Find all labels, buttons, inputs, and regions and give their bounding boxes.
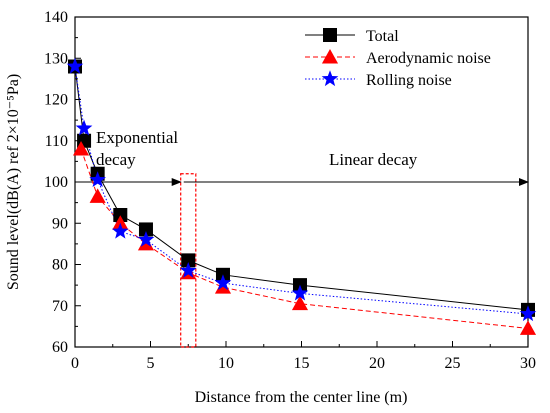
annotations: Exponential decay Linear decay: [75, 128, 529, 348]
legend-label-total: Total: [366, 28, 399, 45]
y-tick-label: 60: [52, 339, 68, 356]
y-tick-label: 120: [44, 92, 68, 109]
x-tick-label: 15: [294, 355, 310, 372]
point-rolling-noise: [519, 305, 537, 322]
x-tick-label: 10: [218, 355, 234, 372]
y-tick-label: 140: [44, 9, 68, 26]
point-rolling-noise: [111, 222, 129, 239]
series-line-total: [74, 66, 529, 311]
x-axis-label: Distance from the center line (m): [195, 389, 408, 406]
x-tick-label: 25: [445, 355, 461, 372]
point-aerodynamic-noise: [519, 320, 537, 335]
point-rolling-noise: [66, 57, 84, 74]
legend-marker-aerodynamic-noise: [321, 48, 339, 64]
point-rolling-noise: [89, 171, 106, 188]
series-markers: [66, 57, 537, 335]
x-tick-label: 0: [71, 355, 79, 372]
point-rolling-noise: [291, 284, 309, 301]
legend-marker-rolling-noise: [321, 70, 339, 87]
legend-label-rolling-noise: Rolling noise: [366, 72, 452, 89]
legend: Total Aerodynamic noise Rolling noise: [305, 28, 491, 89]
y-tick-label: 130: [44, 50, 68, 67]
point-rolling-noise: [137, 231, 155, 247]
boundary-box: [180, 173, 197, 348]
x-tick-label: 20: [369, 355, 385, 372]
point-aerodynamic-noise: [72, 140, 90, 156]
axis-ticks: 0 5 10 15 20 25 30 60 70 80 90 100 110 120 130 140: [44, 9, 536, 372]
point-rolling-noise: [214, 274, 232, 291]
point-total: [138, 222, 153, 237]
y-tick-label: 70: [52, 298, 68, 315]
y-tick-label: 80: [52, 257, 68, 274]
point-total: [181, 253, 196, 268]
legend-marker-total: [323, 28, 337, 42]
series-line-rolling-noise: [74, 66, 529, 315]
point-aerodynamic-noise: [89, 188, 106, 203]
exponential-label-line2: decay: [96, 150, 136, 169]
point-total: [113, 208, 128, 222]
y-tick-label: 90: [52, 215, 68, 232]
legend-label-aerodynamic-noise: Aerodynamic noise: [366, 50, 491, 67]
linear-label: Linear decay: [329, 150, 418, 169]
y-axis-label: Sound level(dB(A) ref 2×10⁻⁵Pa): [5, 74, 22, 290]
x-tick-label: 5: [147, 355, 155, 372]
point-aerodynamic-noise: [112, 215, 129, 230]
point-rolling-noise: [75, 119, 93, 136]
point-rolling-noise: [179, 261, 197, 278]
point-aerodynamic-noise: [291, 295, 309, 311]
x-tick-label: 30: [520, 355, 536, 372]
y-tick-label: 100: [44, 174, 68, 191]
y-tick-label: 110: [45, 133, 68, 150]
exponential-label-line1: Exponential: [96, 128, 178, 147]
